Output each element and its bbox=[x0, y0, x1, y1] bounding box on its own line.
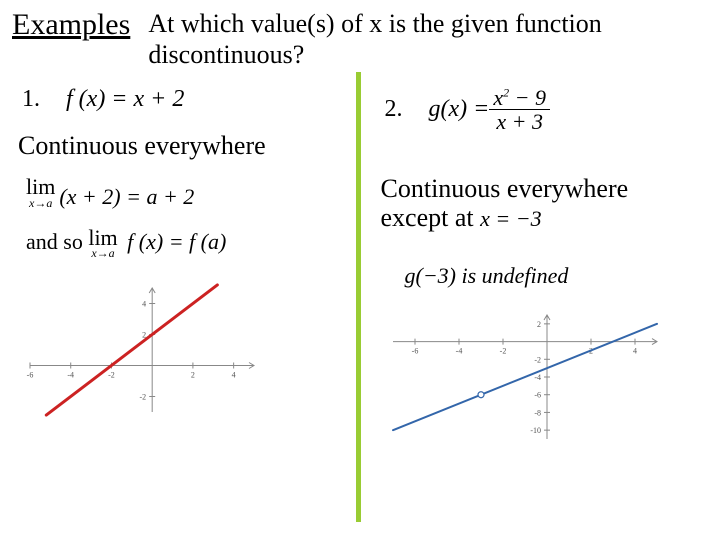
answer-2-line1: Continuous everywhere bbox=[381, 174, 709, 204]
svg-text:-2: -2 bbox=[140, 392, 147, 401]
svg-text:-4: -4 bbox=[534, 373, 541, 382]
svg-text:4: 4 bbox=[633, 347, 637, 356]
svg-text:-6: -6 bbox=[27, 370, 34, 379]
svg-text:-2: -2 bbox=[108, 370, 115, 379]
andso-line: and so lim x→a f (x) = f (a) bbox=[26, 228, 346, 260]
svg-text:-6: -6 bbox=[411, 347, 418, 356]
lim-sub: x→a bbox=[29, 198, 52, 209]
limit-rhs: (x + 2) = a + 2 bbox=[59, 184, 194, 210]
svg-text:2: 2 bbox=[191, 370, 195, 379]
chart-2-svg: -6-4-224-10-8-6-4-22 bbox=[375, 297, 675, 457]
example-2-panel: 2. g(x) = x2 − 9 x + 3 Continuous everyw… bbox=[361, 80, 709, 522]
example-1-panel: 1. f (x) = x + 2 Continuous everywhere l… bbox=[12, 80, 356, 522]
problem-number-1: 1. bbox=[22, 86, 40, 113]
answer-2-prefix: except at bbox=[381, 203, 481, 232]
svg-text:2: 2 bbox=[537, 320, 541, 329]
svg-text:-10: -10 bbox=[530, 426, 541, 435]
question-text: At which value(s) of x is the given func… bbox=[148, 8, 708, 70]
page-title: Examples bbox=[12, 8, 130, 42]
limit-expression-1: lim x→a (x + 2) = a + 2 bbox=[26, 177, 346, 209]
chart-1-svg: -6-4-224-224 bbox=[12, 270, 272, 430]
svg-text:-2: -2 bbox=[534, 356, 541, 365]
equation-1: f (x) = x + 2 bbox=[66, 86, 184, 113]
g-label: g(x) = bbox=[429, 96, 490, 123]
andso-rhs: f (x) = f (a) bbox=[127, 229, 226, 254]
problem-number-2: 2. bbox=[385, 96, 403, 123]
andso-lim-label: lim bbox=[88, 228, 117, 249]
andso-prefix: and so bbox=[26, 229, 88, 254]
answer-1: Continuous everywhere bbox=[18, 131, 346, 161]
g-undefined-note: g(−3) is undefined bbox=[405, 263, 709, 289]
andso-lim-sub: x→a bbox=[91, 248, 114, 259]
svg-text:-8: -8 bbox=[534, 409, 541, 418]
chart-2: -6-4-224-10-8-6-4-22 bbox=[375, 297, 709, 457]
svg-text:-2: -2 bbox=[499, 347, 506, 356]
svg-text:-4: -4 bbox=[455, 347, 462, 356]
denominator: x + 3 bbox=[492, 110, 547, 133]
svg-text:-6: -6 bbox=[534, 391, 541, 400]
answer-2: Continuous everywhere except at x = −3 bbox=[381, 174, 709, 234]
fraction: x2 − 9 x + 3 bbox=[489, 86, 550, 133]
answer-2-math: x = −3 bbox=[480, 206, 541, 231]
svg-text:4: 4 bbox=[142, 299, 146, 308]
lim-label: lim bbox=[26, 177, 55, 198]
svg-text:4: 4 bbox=[232, 370, 236, 379]
chart-1: -6-4-224-224 bbox=[12, 270, 346, 430]
svg-text:-4: -4 bbox=[67, 370, 74, 379]
